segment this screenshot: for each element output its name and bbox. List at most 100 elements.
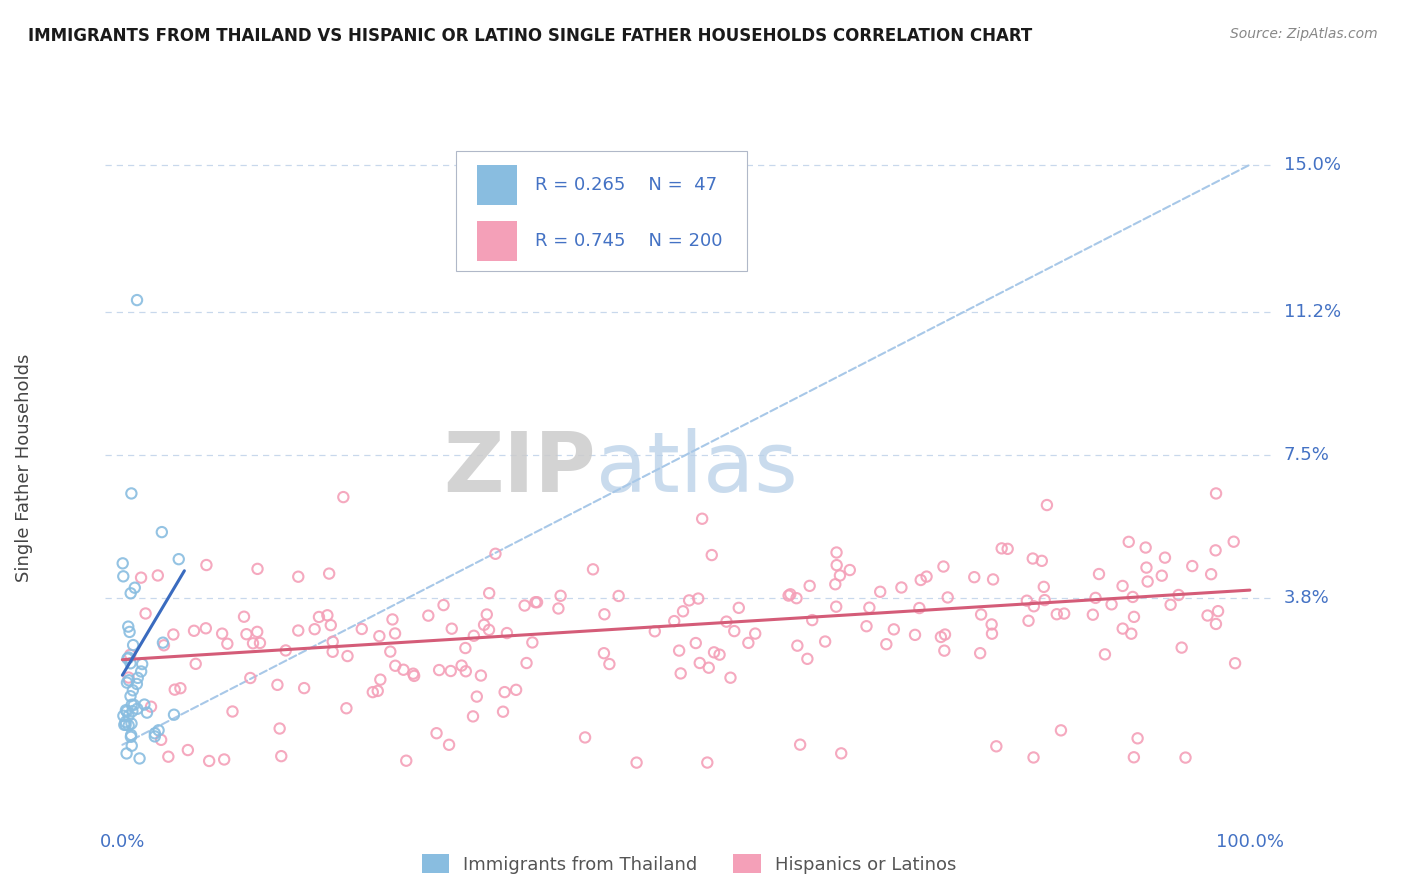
Point: [478, 623, 501, 637]
Text: Source: ZipAtlas.com: Source: ZipAtlas.com: [1230, 27, 1378, 41]
Point: [582, 562, 605, 576]
Point: [515, 656, 537, 670]
Point: [838, 563, 860, 577]
Point: [929, 630, 952, 644]
Point: [235, 627, 257, 641]
Point: [120, 730, 142, 744]
Point: [129, 665, 152, 679]
Point: [484, 547, 506, 561]
Point: [117, 671, 139, 685]
Point: [1032, 580, 1054, 594]
Point: [799, 579, 821, 593]
Point: [688, 591, 710, 606]
Point: [824, 577, 846, 591]
Point: [121, 739, 143, 753]
Point: [246, 562, 269, 576]
Point: [1206, 604, 1229, 618]
Point: [135, 607, 157, 621]
Point: [1046, 607, 1069, 622]
Point: [148, 723, 170, 738]
Point: [934, 627, 956, 641]
Point: [184, 657, 207, 671]
Point: [146, 568, 169, 582]
Point: [112, 569, 135, 583]
Point: [322, 634, 344, 648]
Point: [472, 618, 495, 632]
Point: [825, 545, 848, 559]
Point: [936, 591, 959, 605]
Point: [626, 756, 648, 770]
Point: [143, 730, 166, 744]
Point: [153, 638, 176, 652]
Point: [117, 619, 139, 633]
Point: [1126, 731, 1149, 746]
Point: [292, 681, 315, 695]
Point: [779, 587, 801, 601]
Point: [361, 685, 384, 699]
Point: [1015, 593, 1038, 607]
Point: [1031, 554, 1053, 568]
Point: [494, 685, 516, 699]
Bar: [477, 221, 517, 261]
Point: [1205, 543, 1227, 558]
Point: [890, 581, 912, 595]
Point: [830, 747, 852, 761]
Point: [1122, 750, 1144, 764]
Point: [402, 666, 425, 681]
Point: [134, 698, 156, 712]
Point: [465, 690, 488, 704]
Point: [304, 622, 326, 636]
Text: 100.0%: 100.0%: [1216, 833, 1284, 851]
Point: [700, 548, 723, 562]
Point: [550, 589, 572, 603]
Point: [318, 566, 340, 581]
Point: [492, 705, 515, 719]
Point: [547, 601, 569, 615]
Text: IMMIGRANTS FROM THAILAND VS HISPANIC OR LATINO SINGLE FATHER HOUSEHOLDS CORRELAT: IMMIGRANTS FROM THAILAND VS HISPANIC OR …: [28, 27, 1032, 45]
Text: 3.8%: 3.8%: [1284, 589, 1329, 607]
Point: [786, 591, 808, 606]
Point: [1135, 541, 1157, 555]
Point: [125, 293, 148, 307]
Point: [336, 648, 359, 663]
Point: [801, 613, 824, 627]
Point: [825, 558, 848, 573]
Point: [789, 738, 811, 752]
Point: [720, 671, 742, 685]
Point: [167, 552, 190, 566]
Point: [475, 607, 498, 622]
Point: [440, 622, 463, 636]
Point: [997, 541, 1019, 556]
Point: [319, 618, 342, 632]
Text: R = 0.265    N =  47: R = 0.265 N = 47: [534, 177, 717, 194]
Point: [607, 589, 630, 603]
Point: [122, 638, 145, 652]
Point: [163, 682, 186, 697]
Point: [211, 626, 233, 640]
Point: [381, 612, 404, 626]
Point: [669, 666, 692, 681]
Point: [121, 716, 143, 731]
Text: 7.5%: 7.5%: [1284, 446, 1330, 464]
Point: [194, 621, 217, 635]
Point: [120, 586, 142, 600]
Point: [1121, 626, 1143, 640]
Point: [136, 706, 159, 720]
Point: [114, 714, 136, 729]
Point: [478, 586, 501, 600]
Point: [432, 598, 454, 612]
Point: [350, 622, 373, 636]
Point: [1084, 591, 1107, 605]
Point: [496, 626, 519, 640]
Point: [1112, 622, 1135, 636]
Point: [115, 703, 138, 717]
Point: [169, 681, 191, 696]
Point: [239, 671, 262, 685]
Point: [598, 657, 620, 671]
Point: [266, 678, 288, 692]
Point: [217, 637, 239, 651]
Point: [287, 624, 309, 638]
Point: [115, 747, 138, 761]
Point: [1205, 486, 1227, 500]
Point: [120, 728, 142, 742]
